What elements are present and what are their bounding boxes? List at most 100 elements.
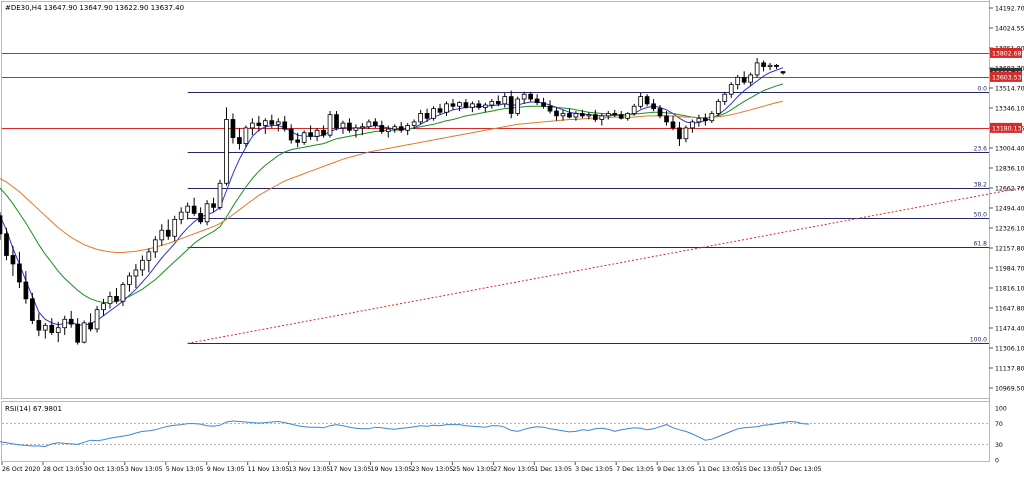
candle — [424, 108, 430, 122]
candle-body — [767, 64, 773, 67]
candle-body — [573, 113, 579, 118]
candle-body — [275, 121, 281, 125]
candle — [444, 101, 449, 116]
candle — [94, 306, 100, 333]
candle — [262, 118, 268, 134]
candle-body — [495, 101, 501, 105]
candle — [159, 224, 165, 246]
time-tick-label: 30 Oct 13:05 — [84, 466, 124, 473]
time-tick-label: 23 Nov 13:05 — [411, 466, 453, 473]
moving-average-line — [0, 83, 784, 303]
price-tick-label: 10969.50 — [995, 386, 1024, 393]
price-tick-label: 11984.70 — [995, 266, 1024, 273]
candle-body — [295, 139, 301, 143]
candle — [340, 120, 346, 134]
candle-body — [735, 76, 741, 85]
price-badge — [990, 71, 1022, 82]
fibonacci-retracement[interactable]: 0.0 23.6 38.2 50.0 61.8 100.0 — [187, 86, 989, 344]
time-tick-label: 9 Nov 13:05 — [207, 466, 245, 473]
candle-body — [612, 113, 618, 116]
candle-body — [159, 229, 165, 241]
candle — [651, 99, 656, 112]
candle-body — [250, 122, 255, 129]
candle — [275, 118, 281, 132]
candle — [49, 318, 55, 335]
candle — [631, 103, 637, 116]
rsi-line — [0, 420, 809, 448]
candle — [42, 322, 48, 339]
candle — [541, 97, 546, 109]
time-tick-label: 9 Dec 13:05 — [657, 466, 695, 473]
candle-body — [670, 121, 676, 129]
candle-body — [690, 121, 695, 129]
candle — [295, 132, 301, 148]
candle — [683, 125, 689, 143]
candle-body — [476, 103, 482, 108]
candle-body — [431, 108, 436, 119]
price-tick-label: 12494.40 — [995, 206, 1024, 213]
candle — [55, 321, 61, 343]
candle-body — [152, 239, 158, 253]
candle — [62, 315, 68, 335]
candle — [256, 115, 262, 132]
candle — [677, 121, 682, 146]
candle-body — [722, 93, 728, 102]
candle — [638, 92, 643, 109]
time-tick-label: 25 Nov 13:05 — [452, 466, 494, 473]
candle-body — [288, 128, 294, 141]
ohlc-close: 13637.40 — [151, 4, 184, 12]
candle-body — [741, 76, 747, 83]
trendline[interactable] — [187, 92, 1024, 344]
rsi-tick-label: 0 — [995, 458, 999, 465]
candle-body — [463, 102, 469, 108]
candle — [127, 272, 132, 292]
candle — [327, 111, 333, 138]
candle-body — [165, 229, 171, 237]
candle-body — [754, 62, 760, 76]
candle-body — [107, 296, 113, 305]
candle-body — [392, 126, 398, 130]
candle — [353, 124, 359, 138]
candle — [690, 119, 695, 133]
candle-body — [120, 283, 126, 302]
candle — [748, 72, 753, 86]
time-tick-label: 19 Nov 13:05 — [371, 466, 413, 473]
candle-body — [709, 113, 715, 122]
candle — [508, 90, 514, 119]
candle — [411, 119, 417, 130]
candlesticks — [0, 58, 786, 345]
candle — [152, 236, 158, 258]
rsi-tick-label: 30 — [995, 442, 1003, 449]
candle — [470, 101, 475, 113]
candle — [482, 102, 488, 113]
candle — [521, 91, 527, 104]
candle — [165, 219, 171, 240]
candle — [573, 111, 579, 121]
candle — [515, 96, 521, 116]
candle-body — [101, 303, 106, 311]
candle-body — [470, 103, 475, 108]
candle — [140, 255, 145, 276]
candle — [431, 106, 436, 121]
candle-body — [75, 323, 80, 343]
candle-body — [172, 218, 178, 237]
price-tick-label: 13346.10 — [995, 106, 1024, 113]
candle — [36, 313, 42, 337]
candle-body — [62, 318, 68, 329]
candle-body — [554, 110, 559, 117]
candle — [379, 120, 385, 134]
candle-body — [625, 113, 631, 119]
ohlc-high: 13647.90 — [79, 4, 112, 12]
candle — [314, 127, 320, 142]
candle — [715, 99, 721, 116]
fibonacci-level-label: 50.0 — [974, 212, 988, 219]
candle — [204, 200, 210, 226]
candle — [754, 58, 760, 78]
candle-body — [780, 71, 786, 74]
candle-body — [372, 121, 378, 126]
candle — [657, 105, 663, 119]
